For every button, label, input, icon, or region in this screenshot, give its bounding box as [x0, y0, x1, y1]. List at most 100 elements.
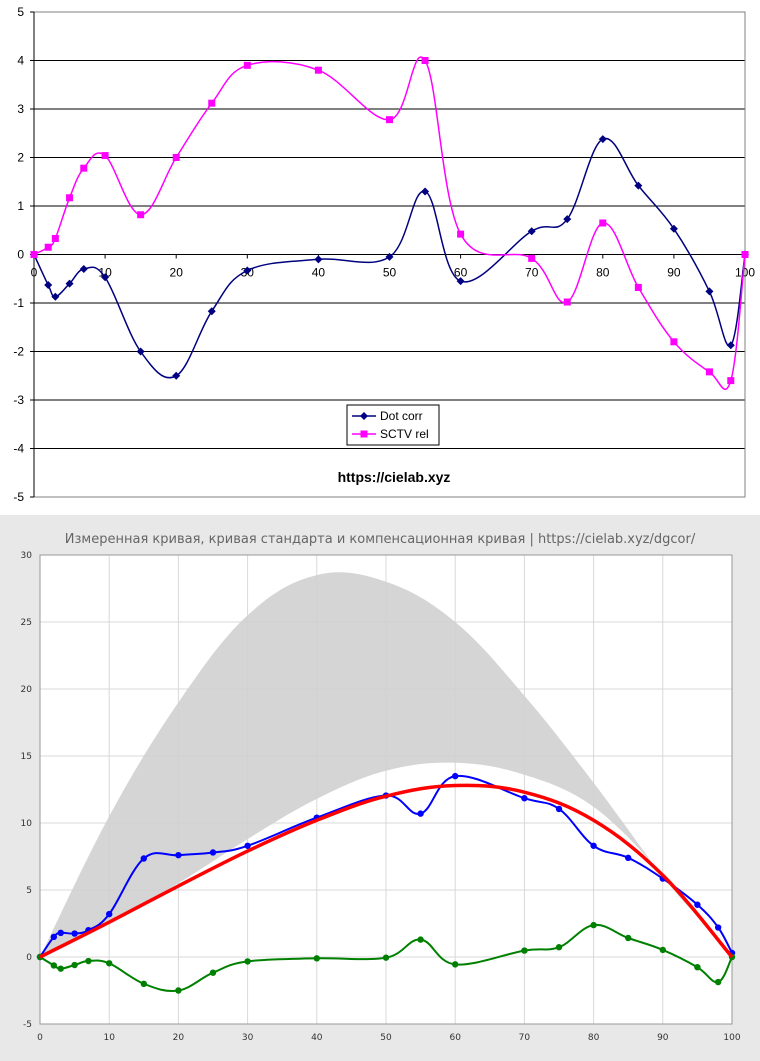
- x-tick-label: 20: [173, 1033, 185, 1043]
- y-tick-label: 3: [17, 102, 24, 116]
- x-tick-label: 80: [596, 266, 610, 280]
- y-tick-label: -3: [13, 393, 24, 407]
- compensation-curve-point: [85, 957, 92, 965]
- measured-curve-point: [417, 810, 424, 817]
- measured-curve-point: [244, 842, 251, 849]
- measured-curve-point: [71, 930, 78, 937]
- measured-curve-point: [521, 795, 528, 802]
- compensation-curve-point: [209, 969, 217, 976]
- data-point-dot-corr: [79, 265, 88, 274]
- data-point-sctv-rel: [421, 57, 429, 64]
- chart-annotation: https://cielab.xyz: [338, 469, 451, 485]
- y-tick-label: 1: [17, 199, 24, 213]
- data-point-sctv-rel: [599, 219, 607, 227]
- measured-curve-point: [175, 851, 182, 859]
- data-point-dot-corr: [44, 281, 53, 290]
- data-point-dot-corr: [634, 181, 643, 190]
- compensation-curve-point: [714, 978, 722, 986]
- compensation-curve-point: [659, 946, 666, 954]
- x-tick-label: 80: [588, 1033, 600, 1043]
- x-tick-label: 40: [312, 266, 326, 280]
- data-point-sctv-rel: [80, 164, 88, 172]
- data-point-dot-corr: [456, 277, 465, 286]
- y-tick-label: -2: [13, 345, 24, 359]
- x-tick-label: 90: [667, 266, 681, 280]
- measured-curve-line: [39, 774, 733, 958]
- data-point-sctv-rel: [66, 194, 74, 202]
- x-tick-label: 60: [449, 1033, 461, 1043]
- data-point-dot-corr: [101, 273, 110, 282]
- y-tick-label: 5: [17, 5, 24, 19]
- y-tick-label: 10: [21, 819, 33, 829]
- data-point-dot-corr: [314, 255, 323, 264]
- compensation-curve: [36, 921, 736, 994]
- y-tick-label: 15: [21, 752, 32, 762]
- data-point-sctv-rel: [670, 338, 678, 346]
- measured-curve-point: [452, 772, 459, 780]
- compensation-curve-point: [71, 961, 78, 969]
- legend-box: [346, 404, 440, 446]
- y-tick-label: -4: [13, 442, 24, 456]
- compensation-curve-point: [625, 934, 632, 942]
- data-point-dot-corr: [65, 279, 74, 288]
- x-tick-label: 40: [311, 1033, 323, 1043]
- y-tick-label: 5: [26, 886, 32, 896]
- legend: Dot corr SCTV rel: [346, 404, 440, 446]
- data-point-dot-corr: [705, 287, 714, 296]
- x-tick-label: 50: [383, 266, 397, 280]
- series-line-sctv-rel: [33, 56, 746, 390]
- y-tick-label: -1: [13, 296, 24, 310]
- compensation-curve-point: [140, 980, 147, 987]
- compensation-curve-point: [50, 962, 58, 969]
- data-point-sctv-rel: [101, 152, 109, 160]
- data-point-dot-corr: [669, 224, 678, 233]
- top-chart-svg: 543210-1-2-3-4-50102030405060708090100Do…: [13, 5, 755, 504]
- measured-curve-point: [57, 929, 64, 937]
- y-tick-label: 30: [21, 551, 33, 561]
- compensation-curve-point: [555, 944, 563, 951]
- compensation-curve-point: [694, 963, 701, 971]
- tolerance-band: [40, 572, 732, 957]
- measured-curve-point: [209, 849, 217, 856]
- data-point-sctv-rel: [172, 154, 180, 161]
- data-point-dot-corr: [243, 266, 252, 275]
- measured-curve-point: [714, 924, 722, 931]
- data-point-sctv-rel: [51, 234, 59, 242]
- x-tick-label: 100: [723, 1033, 740, 1043]
- data-point-dot-corr: [207, 307, 216, 316]
- compensation-curve-point: [452, 961, 459, 968]
- x-tick-label: 70: [519, 1033, 531, 1043]
- data-point-dot-corr: [563, 215, 572, 224]
- data-point-dot-corr: [172, 371, 181, 380]
- data-point-sctv-rel: [563, 298, 571, 306]
- x-tick-label: 0: [31, 266, 38, 280]
- y-tick-label: 20: [21, 685, 33, 695]
- data-point-dot-corr: [726, 341, 735, 350]
- data-point-dot-corr: [385, 252, 394, 261]
- y-tick-label: -5: [23, 1020, 32, 1030]
- standard-curve: [39, 783, 734, 959]
- data-point-dot-corr: [136, 347, 145, 356]
- data-point-dot-corr: [598, 135, 607, 144]
- measured-curve-point: [555, 805, 563, 813]
- data-point-sctv-rel: [727, 377, 735, 385]
- data-point-sctv-rel: [30, 251, 38, 258]
- x-tick-label: 60: [454, 266, 468, 280]
- measured-curve-point: [694, 901, 701, 908]
- x-tick-label: 70: [525, 266, 539, 280]
- legend-marker: [360, 412, 368, 420]
- y-tick-label: -5: [13, 490, 24, 504]
- compensation-curve-point: [106, 960, 113, 967]
- y-tick-label: 0: [26, 953, 32, 963]
- compensation-curve-point: [57, 965, 64, 972]
- data-point-sctv-rel: [314, 66, 322, 74]
- measured-curve-point: [625, 854, 632, 862]
- data-point-sctv-rel: [44, 243, 52, 251]
- y-tick-label: 2: [17, 151, 24, 165]
- measured-curve-point: [140, 855, 147, 862]
- data-point-dot-corr: [51, 292, 60, 301]
- data-point-sctv-rel: [705, 368, 713, 376]
- bottom-chart: Измеренная кривая, кривая стандарта и ко…: [0, 515, 760, 1061]
- data-point-dot-corr: [527, 227, 536, 236]
- measured-curve-point: [106, 910, 113, 918]
